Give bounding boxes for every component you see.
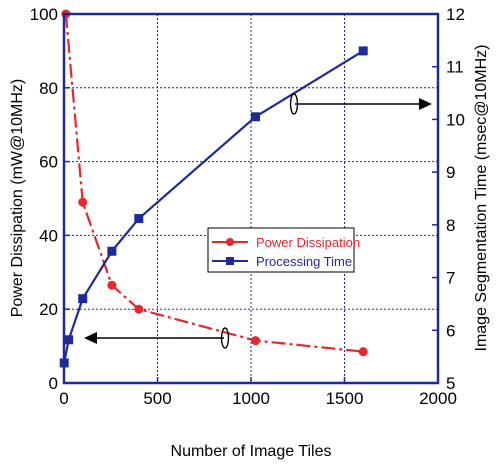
y-left-tick-label: 0	[49, 374, 58, 393]
series-lines	[63, 13, 364, 364]
x-tick-label: 2000	[419, 389, 457, 408]
power-dissipation-point	[107, 280, 117, 290]
annotation-arrow-right	[289, 93, 432, 115]
series-line-processing-time	[63, 49, 364, 364]
y-right-tick-label: 12	[446, 5, 465, 24]
legend-label-processing: Processing Time	[256, 254, 352, 269]
power-dissipation-point	[134, 304, 144, 314]
grid	[64, 14, 438, 383]
x-tick-label: 1000	[232, 389, 270, 408]
y-left-tick-label: 60	[39, 153, 58, 172]
y-left-tick-label: 80	[39, 79, 58, 98]
power-dissipation-point	[78, 197, 88, 207]
processing-time-point	[78, 294, 88, 304]
ticks	[63, 13, 439, 384]
y-left-tick-label: 100	[30, 5, 58, 24]
markers	[59, 9, 368, 368]
power-dissipation-point	[358, 347, 368, 357]
legend-marker-power	[226, 238, 234, 246]
x-axis-label: Number of Image Tiles	[171, 443, 332, 460]
y-right-tick-label: 9	[446, 163, 455, 182]
x-tick-label: 0	[59, 389, 68, 408]
y-right-tick-label: 11	[446, 58, 464, 77]
y-right-tick-label: 10	[446, 110, 465, 129]
legend-marker-processing	[226, 257, 234, 265]
processing-time-point	[250, 112, 260, 122]
y-axis-left-label: Power Dissipation (mW@10MHz)	[9, 79, 26, 318]
y-axis-right-label: Image Segmentation Time (msec@10MHz)	[473, 44, 490, 351]
legend: Power Dissipation Processing Time	[207, 227, 360, 273]
legend-label-power: Power Dissipation	[256, 235, 360, 250]
tick-labels: 0 500 1000 1500 2000 0 20 40 60 80 100 5 6 7 8 9 10 11 12	[30, 5, 465, 408]
x-tick-label: 500	[143, 389, 171, 408]
processing-time-point	[64, 335, 74, 345]
annotation-arrow-left	[84, 327, 230, 349]
y-left-tick-label: 20	[39, 300, 58, 319]
y-right-tick-label: 5	[446, 374, 455, 393]
y-left-tick-label: 40	[39, 226, 58, 245]
processing-time-point	[107, 246, 117, 256]
y-right-tick-label: 7	[446, 269, 455, 288]
series-line-power-dissipation	[64, 13, 364, 353]
x-tick-label: 1500	[326, 389, 364, 408]
y-right-tick-label: 8	[446, 216, 455, 235]
processing-time-point	[134, 214, 144, 224]
y-right-tick-label: 6	[446, 321, 455, 340]
power-dissipation-point	[250, 336, 260, 346]
processing-time-point	[358, 46, 368, 56]
